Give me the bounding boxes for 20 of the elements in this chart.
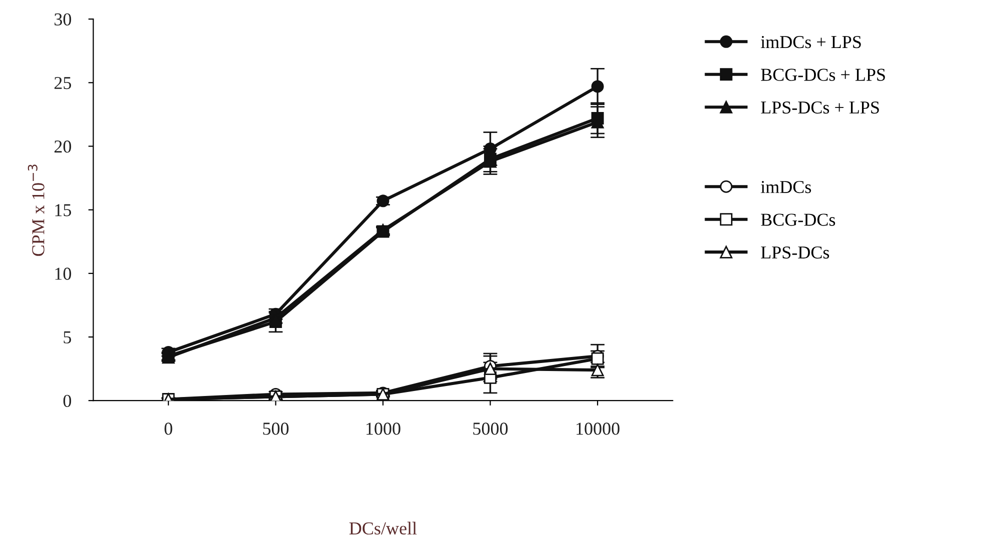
x-tick-label: 5000 (473, 422, 508, 435)
legend-label: imDCs + LPS (760, 36, 861, 48)
legend-label: BCG-DCs + LPS (760, 68, 885, 81)
y-tick-label: 10 (55, 268, 72, 280)
y-axis-title: CPM x 10$^{−3}$ (28, 164, 44, 256)
x-tick-label: 10000 (576, 422, 620, 435)
legend-label: LPS-DCs + LPS (760, 101, 879, 114)
y-tick-label: 20 (54, 140, 72, 153)
x-axis-title: DCs/well (349, 522, 417, 535)
x-tick-label: 1000 (366, 422, 400, 435)
y-tick-label: 15 (55, 204, 72, 216)
y-tick-label: 30 (54, 13, 72, 26)
legend-label: imDCs (760, 180, 811, 194)
x-tick-label: 500 (263, 422, 289, 435)
y-tick-label: 0 (63, 394, 72, 408)
y-tick-label: 5 (64, 331, 72, 344)
x-tick-label: 0 (164, 422, 172, 435)
y-tick-label: 25 (54, 76, 72, 90)
legend-label: LPS-DCs (760, 246, 830, 259)
legend-label: BCG-DCs (760, 214, 836, 226)
